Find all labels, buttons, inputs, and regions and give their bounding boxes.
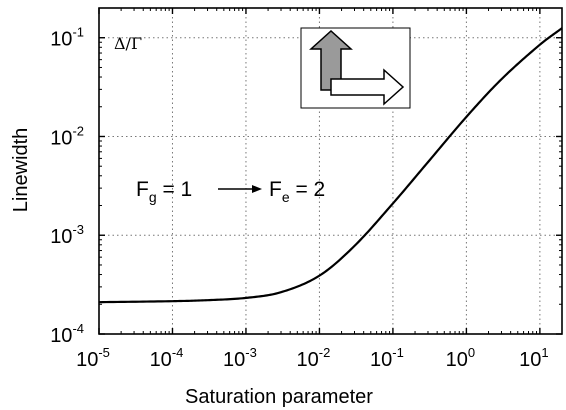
- x-tick-label: 10-3: [223, 345, 257, 371]
- plot-frame: [98, 7, 563, 335]
- svg-text:Fg = 1: Fg = 1: [136, 178, 192, 205]
- svg-text:Fe = 2: Fe = 2: [269, 178, 325, 205]
- y-axis-title: Linewidth: [10, 128, 32, 213]
- y-tick-label: 10-4: [50, 321, 84, 347]
- tick-labels: 10-5 10-4 10-3 10-2 10-1 100 10110-410-310-210…: [50, 25, 548, 371]
- y-tick-label: 10-1: [50, 25, 84, 51]
- ground-state-value: = 1: [157, 178, 193, 201]
- x-tick-label: 10-2: [297, 345, 331, 371]
- y-tick-label: 10-2: [50, 123, 84, 149]
- x-tick-label: 10-4: [150, 345, 184, 371]
- x-tick-label: 10-1: [370, 345, 404, 371]
- transition-annotation: Fg = 1 Fe = 2: [136, 178, 325, 205]
- axis-ticks: [98, 7, 563, 335]
- x-axis-title: Saturation parameter: [185, 386, 373, 408]
- transition-arrow-head: [252, 185, 262, 193]
- excited-state-subscript: e: [282, 189, 290, 205]
- corner-label: Δ/Γ: [114, 34, 142, 53]
- polarization-inset: [300, 27, 411, 109]
- excited-state-symbol: F: [269, 178, 282, 201]
- y-tick-label: 10-3: [50, 222, 84, 248]
- horizontal-arrow-icon: [330, 68, 405, 106]
- excited-state-value: = 2: [290, 178, 326, 201]
- x-tick-label: 100: [446, 345, 475, 371]
- ground-state-subscript: g: [149, 189, 157, 205]
- ground-state-symbol: F: [136, 178, 149, 201]
- linewidth-curve: [98, 27, 563, 304]
- x-tick-label: 101: [519, 345, 548, 371]
- x-tick-label: 10-5: [76, 345, 110, 371]
